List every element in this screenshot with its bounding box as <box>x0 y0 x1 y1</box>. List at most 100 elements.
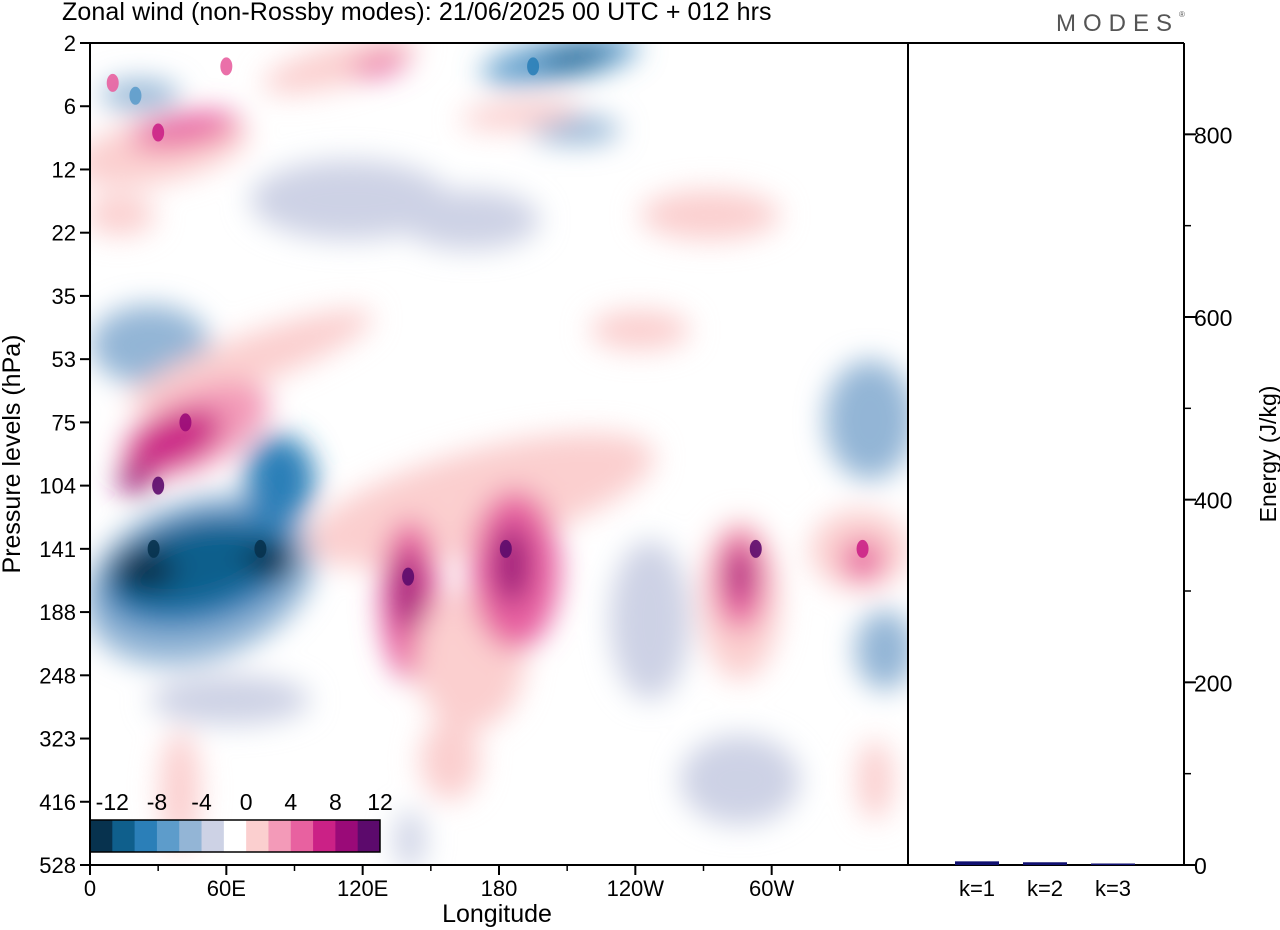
energy-bar-label: k=2 <box>1027 876 1063 901</box>
energy-tick-label: 600 <box>1194 305 1232 331</box>
wind-blob <box>400 190 540 250</box>
y-axis-label: Pressure levels (hPa) <box>0 335 26 574</box>
colorbar-label: 12 <box>367 789 393 815</box>
y-tick-label: 248 <box>39 663 76 688</box>
wind-core-point <box>220 57 233 76</box>
wind-core-point <box>254 539 267 558</box>
longitude-axis: 0 60E 120E 180 120W 60W <box>84 865 841 901</box>
x-tick-label: 0 <box>84 876 96 901</box>
wind-blob <box>730 550 750 600</box>
wind-core-point <box>106 73 119 92</box>
x-tick-label: 60W <box>749 876 794 901</box>
wind-blob <box>90 195 155 235</box>
energy-tick-label: 800 <box>1194 122 1232 148</box>
y-tick-label: 22 <box>52 221 76 246</box>
wind-blob <box>127 309 373 411</box>
wind-core-point <box>179 413 192 432</box>
y-tick-label: 416 <box>39 790 76 815</box>
wind-core-point <box>129 86 142 105</box>
y-tick-label: 141 <box>39 537 76 562</box>
energy-bar-label: k=3 <box>1095 876 1131 901</box>
colorbar <box>89 819 381 853</box>
colorbar-label: 0 <box>240 789 253 815</box>
wind-core-point <box>402 567 415 586</box>
energy-tick-label: 400 <box>1194 488 1232 514</box>
wind-blob <box>245 540 295 580</box>
wind-blob <box>245 435 315 525</box>
colorbar-swatch <box>179 820 203 852</box>
modes-logo: MODES® <box>1056 10 1185 38</box>
y-tick-label: 528 <box>39 853 76 878</box>
wind-core-point <box>856 539 869 558</box>
x-tick-label: 120W <box>607 876 665 901</box>
wind-blob <box>843 540 883 580</box>
pressure-axis: 2 6 12 22 35 53 75 104 141 188 248 323 416 528 <box>39 31 90 878</box>
wind-blob <box>115 548 175 592</box>
energy-bar <box>955 861 999 865</box>
logo-text: MODES <box>1056 10 1180 37</box>
wind-blob <box>350 52 410 78</box>
x-tick-label: 60E <box>207 876 246 901</box>
colorbar-labels: -12 -8 -4 0 4 8 12 <box>96 789 393 815</box>
y-tick-label: 35 <box>52 284 76 309</box>
wind-core-point <box>152 476 165 495</box>
wind-core-point <box>527 57 540 76</box>
colorbar-swatch <box>90 820 113 852</box>
colorbar-swatch <box>112 820 136 852</box>
y-tick-label: 53 <box>52 347 76 372</box>
colorbar-label: 4 <box>284 789 297 815</box>
colorbar-swatch <box>335 820 359 852</box>
wind-core-point <box>749 539 762 558</box>
colorbar-swatch <box>313 820 336 852</box>
wind-blob <box>117 466 153 494</box>
y-tick-label: 323 <box>39 727 76 752</box>
colorbar-label: -12 <box>96 789 129 815</box>
wind-blob <box>680 735 800 825</box>
wind-blob <box>855 610 908 690</box>
wind-blob <box>540 46 610 70</box>
zonal-wind-heatmap <box>90 43 908 865</box>
wind-blob <box>305 432 655 568</box>
energy-tick-label: 200 <box>1194 670 1232 696</box>
x-tick-label: 180 <box>481 876 518 901</box>
wind-blob <box>640 190 780 240</box>
colorbar-swatch <box>268 820 292 852</box>
wind-blob <box>395 810 425 865</box>
y-tick-label: 75 <box>52 410 76 435</box>
wind-blob <box>460 100 580 130</box>
x-tick-label: 120E <box>337 876 388 901</box>
y-tick-label: 104 <box>39 474 76 499</box>
wind-blob <box>857 740 893 820</box>
wind-blob <box>420 720 480 800</box>
colorbar-swatch <box>223 820 247 852</box>
energy-axis: 0 200 400 600 800 <box>1184 122 1232 879</box>
energy-axis-label: Energy (J/kg) <box>1255 386 1280 523</box>
wind-field <box>90 43 908 865</box>
wind-core-point <box>499 539 512 558</box>
energy-bar-label: k=1 <box>959 876 995 901</box>
colorbar-label: 8 <box>329 789 342 815</box>
colorbar-swatch <box>357 820 381 852</box>
energy-bar <box>1091 863 1135 865</box>
y-tick-label: 6 <box>64 94 76 119</box>
energy-bar <box>1023 862 1067 865</box>
wind-blob <box>150 675 310 725</box>
wind-blob <box>494 525 530 605</box>
wind-blob <box>394 550 422 630</box>
wind-core-point <box>152 123 165 142</box>
y-tick-label: 12 <box>52 157 76 182</box>
chart-title: Zonal wind (non-Rossby modes): 21/06/202… <box>62 0 772 26</box>
colorbar-swatch <box>134 820 158 852</box>
wind-core-point <box>147 539 160 558</box>
energy-bars: k=1 k=2 k=3 <box>955 861 1135 901</box>
wind-blob <box>128 409 222 471</box>
y-tick-label: 188 <box>39 600 76 625</box>
colorbar-label: -4 <box>191 789 212 815</box>
wind-blob <box>825 360 908 480</box>
registered-mark: ® <box>1179 10 1185 19</box>
wind-blob <box>610 540 690 700</box>
colorbar-swatch <box>290 820 314 852</box>
y-tick-label: 2 <box>64 31 76 56</box>
